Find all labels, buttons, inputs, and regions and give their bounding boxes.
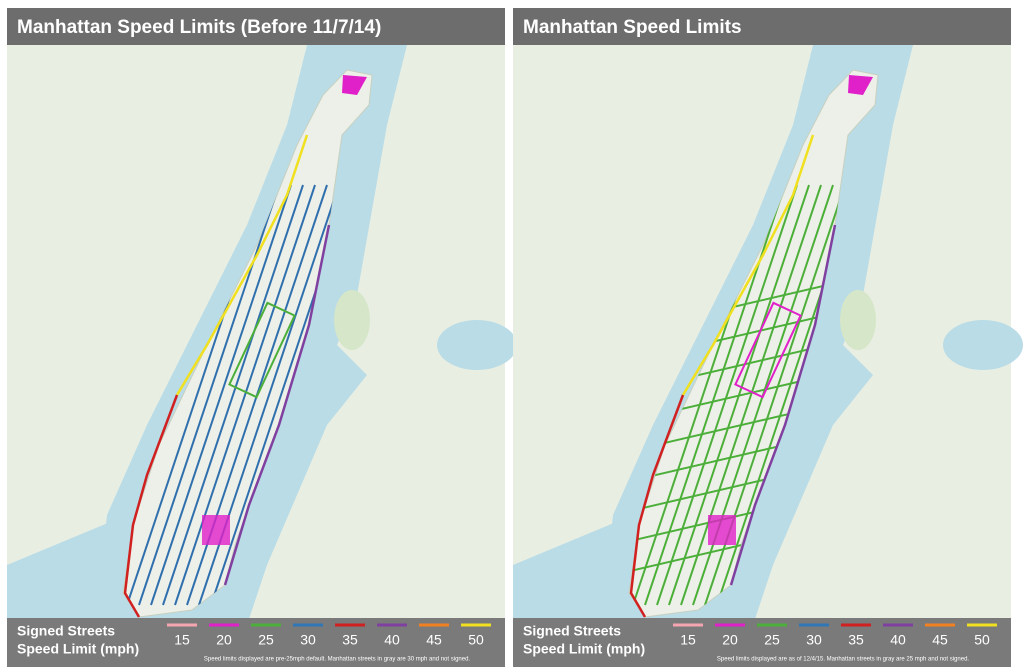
park [228, 301, 296, 399]
legend-label: 45 [426, 632, 442, 648]
inwood [848, 75, 873, 95]
legend-label: 45 [932, 632, 948, 648]
legend-label: 15 [680, 632, 696, 648]
legend-label: 50 [468, 632, 484, 648]
avenue [656, 184, 798, 606]
legend-label: 40 [890, 632, 906, 648]
legend-title: Signed Streets [523, 623, 621, 639]
roosevelt-island [840, 290, 876, 350]
legend-title: Speed Limit (mph) [523, 641, 645, 657]
title-bar [513, 8, 1011, 45]
avenue [174, 184, 316, 606]
west-edge-south [629, 394, 685, 618]
legend-label: 25 [764, 632, 780, 648]
legend-label: 35 [848, 632, 864, 648]
legend-label: 20 [216, 632, 232, 648]
avenue [162, 184, 304, 606]
bay [943, 320, 1023, 370]
west-edge [175, 134, 309, 396]
footnote: Speed limits displayed are pre-25mph def… [204, 657, 470, 663]
legend: Signed Streets Speed Limit (mph) 15 20 25 30 3… [513, 618, 1011, 667]
map [513, 45, 1023, 625]
legend-label: 30 [300, 632, 316, 648]
map-panel: Manhattan Speed Limits Signed Streets Spee… [513, 8, 1023, 667]
legend-label: 20 [722, 632, 738, 648]
east-edge [223, 224, 331, 586]
legend: Signed Streets Speed Limit (mph) 15 20 25 30 3… [7, 618, 505, 667]
bay [437, 320, 517, 370]
avenue [680, 184, 822, 606]
legend-label: 35 [342, 632, 358, 648]
west-edge-south [123, 394, 179, 618]
district [202, 515, 230, 545]
legend-label: 40 [384, 632, 400, 648]
title-bar [7, 8, 505, 45]
west-edge [681, 134, 815, 396]
legend-title: Speed Limit (mph) [17, 641, 139, 657]
footnote: Speed limits displayed are as of 12/4/15… [717, 657, 969, 663]
avenue [150, 184, 292, 606]
map [7, 45, 517, 625]
legend-label: 15 [174, 632, 190, 648]
roosevelt-island [334, 290, 370, 350]
inwood [342, 75, 367, 95]
legend-label: 50 [974, 632, 990, 648]
map-panel: Manhattan Speed Limits (Before 11/7/14) S… [7, 8, 517, 667]
east-edge [729, 224, 837, 586]
legend-label: 30 [806, 632, 822, 648]
park [734, 301, 802, 399]
legend-label: 25 [258, 632, 274, 648]
panel-title: Manhattan Speed Limits [523, 17, 742, 38]
panel-title: Manhattan Speed Limits (Before 11/7/14) [17, 17, 381, 38]
legend-title: Signed Streets [17, 623, 115, 639]
district [708, 515, 736, 545]
